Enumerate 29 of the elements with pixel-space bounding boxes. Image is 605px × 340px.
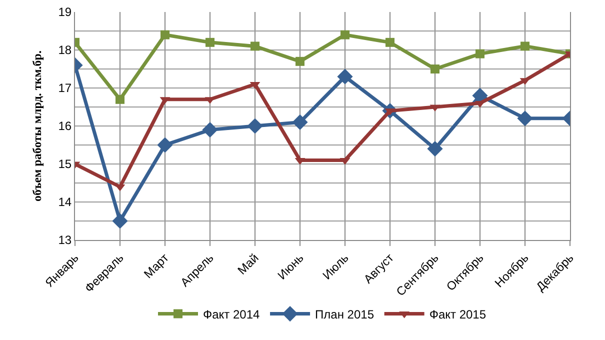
y-tick-label: 18 xyxy=(58,43,72,58)
point xyxy=(340,30,350,40)
point xyxy=(337,68,353,84)
point xyxy=(116,94,124,104)
point xyxy=(430,64,440,74)
point xyxy=(296,56,304,66)
y-tick-label: 16 xyxy=(58,119,72,134)
point xyxy=(386,38,394,47)
point xyxy=(250,42,260,51)
point xyxy=(157,137,173,153)
point xyxy=(520,42,530,51)
point xyxy=(292,114,308,130)
y-tick-label: 15 xyxy=(58,157,72,172)
point xyxy=(206,38,214,47)
y-tick-label: 17 xyxy=(58,81,72,96)
point xyxy=(517,110,533,126)
legend-label: План 2015 xyxy=(315,307,374,322)
point xyxy=(427,141,443,157)
y-tick-label: 19 xyxy=(58,5,72,20)
legend-label: Факт 2014 xyxy=(203,307,260,322)
point xyxy=(112,213,128,229)
point xyxy=(476,49,484,58)
legend-label: Факт 2015 xyxy=(429,307,486,322)
point xyxy=(202,122,218,138)
point xyxy=(247,118,263,134)
y-tick-label: 13 xyxy=(58,233,72,248)
y-tick-label: 14 xyxy=(58,195,72,210)
y-axis-title: объем работы млрд. ткм.бр. xyxy=(30,50,44,202)
point xyxy=(160,30,170,40)
